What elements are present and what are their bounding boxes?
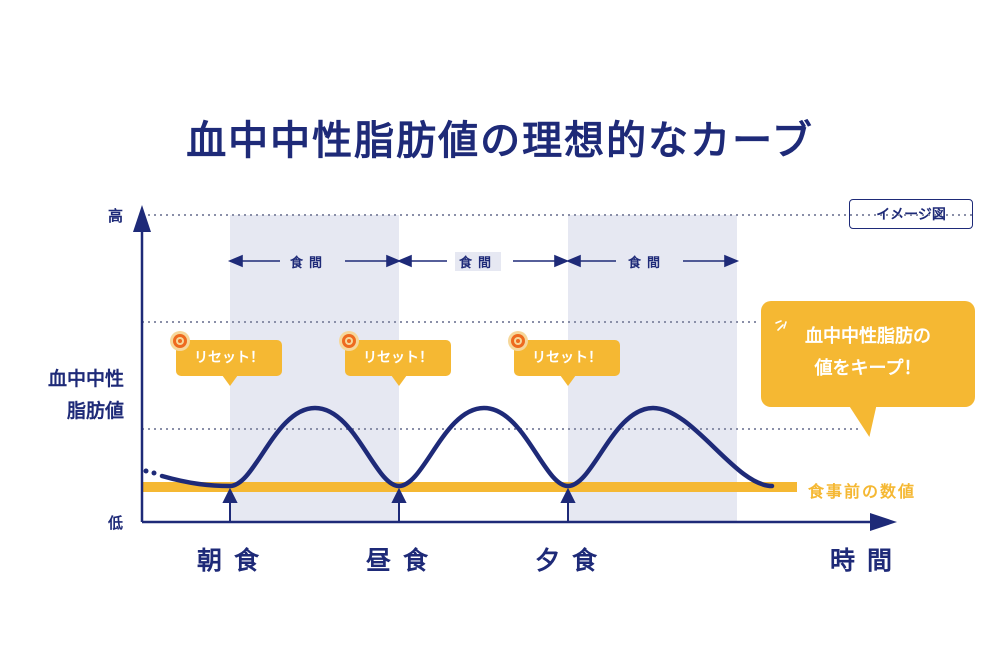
y-axis-label-line2: 脂肪値 (66, 400, 124, 422)
callout-line1: 血中中性脂肪の (805, 326, 931, 347)
keep-callout: 血中中性脂肪の 値をキープ！ (761, 301, 975, 407)
triglyceride-curve (159, 405, 775, 489)
interval-label-3: 食間 (624, 252, 671, 271)
meal-arrows (222, 487, 576, 522)
sparkle-icon (775, 320, 787, 331)
interval-arrows (227, 254, 740, 268)
y-tick-low: 低 (108, 514, 124, 532)
y-axis-label-line1: 血中中性 (47, 368, 124, 390)
reset-bubble-2: リセット！ (345, 340, 451, 386)
reset-label-2: リセット！ (363, 350, 433, 366)
meal-label-breakfast: 朝食 (197, 546, 272, 575)
baseline-bar (142, 482, 797, 492)
x-axis-arrow (870, 513, 897, 531)
target-icon (508, 331, 528, 351)
curve-dot-1 (143, 468, 149, 474)
reset-bubble-3: リセット！ (514, 340, 620, 386)
meal-label-dinner: 夕食 (535, 546, 610, 575)
reset-bubble-1: リセット！ (176, 340, 282, 386)
baseline-label: 食事前の数値 (808, 482, 917, 501)
reset-label-1: リセット！ (194, 350, 264, 366)
y-axis-label: 血中中性 脂肪値 (14, 363, 124, 427)
callout-line2: 値をキープ！ (814, 358, 922, 379)
target-icon (170, 331, 190, 351)
y-axis-arrow (133, 205, 151, 232)
meal-label-lunch: 昼食 (366, 546, 441, 575)
diagram-title: 血中中性脂肪値の理想的なカーブ (186, 118, 814, 164)
y-tick-high: 高 (108, 207, 124, 225)
interval-label-2: 食間 (455, 252, 502, 271)
x-axis-label: 時間 (830, 546, 905, 575)
target-icon (339, 331, 359, 351)
reset-label-3: リセット！ (532, 350, 602, 366)
curve-dot-2 (151, 470, 157, 476)
interval-label-1: 食間 (286, 252, 333, 271)
